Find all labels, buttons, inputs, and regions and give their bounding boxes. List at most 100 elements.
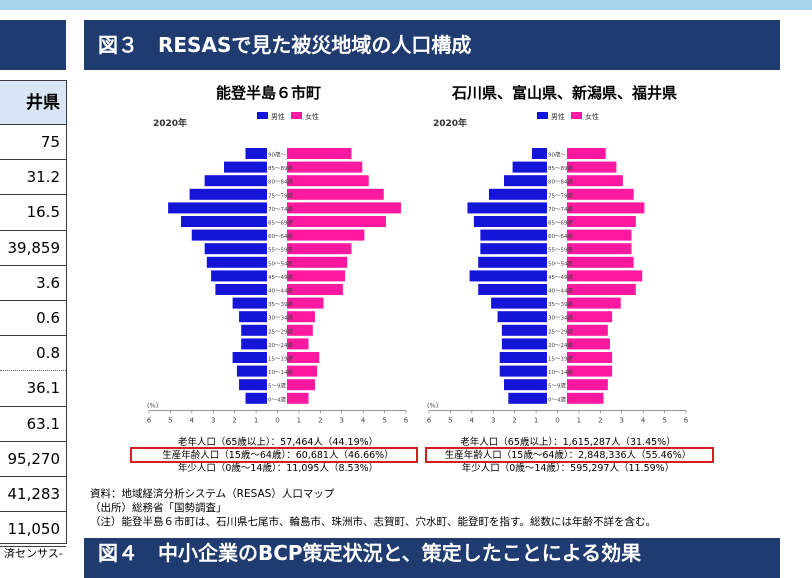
x-tick-label: 2 — [318, 416, 322, 424]
legend-female-swatch — [291, 112, 302, 119]
x-tick-label: 1 — [577, 416, 581, 424]
bar-female — [287, 365, 318, 377]
bar-male — [499, 352, 547, 363]
age-label: 85〜89歳 — [268, 164, 293, 172]
x-tick-label: 3 — [620, 416, 624, 424]
table-value-cell: 0.8 — [0, 336, 66, 372]
bar-female — [287, 270, 346, 282]
age-label: 55〜59歳 — [548, 246, 573, 254]
right-summary: 老年人口（65歳以上）：1,615,287人（31.45%） 生産年齢人口（15… — [423, 436, 713, 475]
bar-female — [567, 338, 610, 350]
left-highlight-box — [130, 447, 418, 463]
bar-male — [501, 324, 547, 336]
x-tick-label: 1 — [254, 416, 258, 424]
right-summary-elderly: 老年人口（65歳以上）：1,615,287人（31.45%） — [460, 437, 676, 448]
x-tick-label: 1 — [297, 416, 301, 424]
age-label: 65〜69歳 — [548, 219, 573, 227]
x-tick-label: 5 — [448, 416, 452, 424]
age-label: 45〜49歳 — [268, 273, 293, 281]
bar-female — [567, 229, 632, 241]
age-label: 35〜39歳 — [548, 300, 573, 308]
legend-male-label: 男性 — [271, 112, 285, 121]
age-label: 50〜54歳 — [268, 259, 293, 267]
table-footnote: 済センサス- — [4, 547, 63, 560]
table-value-cell: 16.5 — [0, 195, 66, 231]
age-label: 15〜19歳 — [548, 355, 573, 363]
left-summary: 老年人口（65歳以上）：57,464人（44.19%） 生産年齢人口（15歳〜6… — [143, 436, 413, 475]
note-origin: （出所）総務省「国勢調査」 — [90, 502, 227, 514]
bar-male — [206, 256, 267, 268]
axis-unit-label: (%) — [147, 401, 158, 409]
x-tick-label: 4 — [470, 416, 475, 424]
bar-female — [287, 202, 401, 214]
x-tick-label: 4 — [361, 416, 366, 424]
legend-male-swatch — [257, 112, 268, 119]
x-tick-label: 1 — [534, 416, 538, 424]
right-pyramid-title: 石川県、富山県、新潟県、福井県 — [452, 84, 678, 102]
age-label: 0〜4歳 — [268, 395, 286, 403]
bar-female — [567, 379, 608, 391]
legend-female-label: 女性 — [585, 112, 599, 121]
bar-female — [287, 148, 352, 159]
bar-male — [181, 216, 267, 227]
bar-male — [480, 243, 547, 255]
x-tick-label: 4 — [190, 416, 195, 424]
left-summary-youth: 年少人口（0歳〜14歳）：11,095人（8.53%） — [177, 463, 379, 474]
x-tick-label: 6 — [684, 416, 689, 424]
bar-female — [567, 270, 643, 282]
bar-male — [499, 365, 547, 377]
x-tick-label: 5 — [662, 416, 666, 424]
age-label: 25〜29歳 — [268, 327, 293, 335]
table-value-cell: 36.1 — [0, 371, 66, 407]
bar-female — [567, 352, 613, 363]
right-summary-working: 生産年齢人口（15歳〜64歳）：2,848,336人（55.46%） — [444, 450, 692, 461]
bar-female — [287, 243, 352, 255]
bar-female — [287, 338, 309, 350]
bar-male — [168, 202, 267, 214]
left-pyramid-title: 能登半島６市町 — [216, 84, 322, 102]
age-label: 5〜9歳 — [268, 382, 286, 390]
age-label: 5〜9歳 — [548, 382, 566, 390]
age-label: 20〜24歳 — [268, 341, 293, 349]
age-label: 45〜49歳 — [548, 273, 573, 281]
table-value-cell: 0.6 — [0, 301, 66, 337]
axis-unit-label: (%) — [427, 401, 438, 409]
left-summary-elderly: 老年人口（65歳以上）：57,464人（44.19%） — [177, 437, 379, 448]
x-tick-label: 2 — [512, 416, 516, 424]
bar-male — [241, 338, 267, 350]
bar-female — [287, 379, 315, 391]
x-tick-label: 3 — [491, 416, 495, 424]
x-tick-label: 0 — [275, 416, 279, 424]
legend-female-label: 女性 — [305, 112, 319, 121]
comparison-table: 井県 75 31.2 16.5 39,859 3.6 0.6 0.8 36.1 63.1 95,2… — [0, 80, 67, 548]
legend-female-swatch — [571, 112, 582, 119]
age-label: 10〜14歳 — [268, 368, 293, 376]
right-highlight-box — [425, 447, 714, 463]
x-tick-label: 4 — [641, 416, 646, 424]
note-remark: （注）能登半島６市町は、石川県七尾市、輪島市、珠洲市、志賀町、穴水町、能登町を指… — [90, 516, 656, 528]
age-label: 15〜19歳 — [268, 355, 293, 363]
bar-female — [287, 324, 313, 336]
x-tick-label: 3 — [211, 416, 215, 424]
bar-female — [287, 311, 315, 323]
left-summary-working: 生産年齢人口（15歳〜64歳）：60,681人（46.66%） — [162, 450, 394, 461]
age-label: 40〜44歳 — [268, 287, 293, 295]
bar-male — [239, 311, 267, 323]
bar-female — [567, 148, 606, 159]
age-label: 85〜89歳 — [548, 164, 573, 172]
bar-female — [567, 297, 621, 309]
bar-female — [287, 188, 384, 200]
bar-male — [504, 379, 547, 391]
bar-female — [567, 175, 623, 187]
bar-female — [567, 284, 636, 295]
bar-male — [504, 175, 547, 187]
bar-male — [236, 365, 267, 377]
year-label: 2020年 — [433, 117, 467, 129]
top-accent-bar — [0, 0, 812, 10]
bar-female — [567, 311, 613, 323]
x-tick-label: 6 — [427, 416, 432, 424]
bar-male — [469, 270, 547, 282]
bar-female — [567, 324, 608, 336]
age-label: 90歳〜 — [548, 151, 566, 159]
